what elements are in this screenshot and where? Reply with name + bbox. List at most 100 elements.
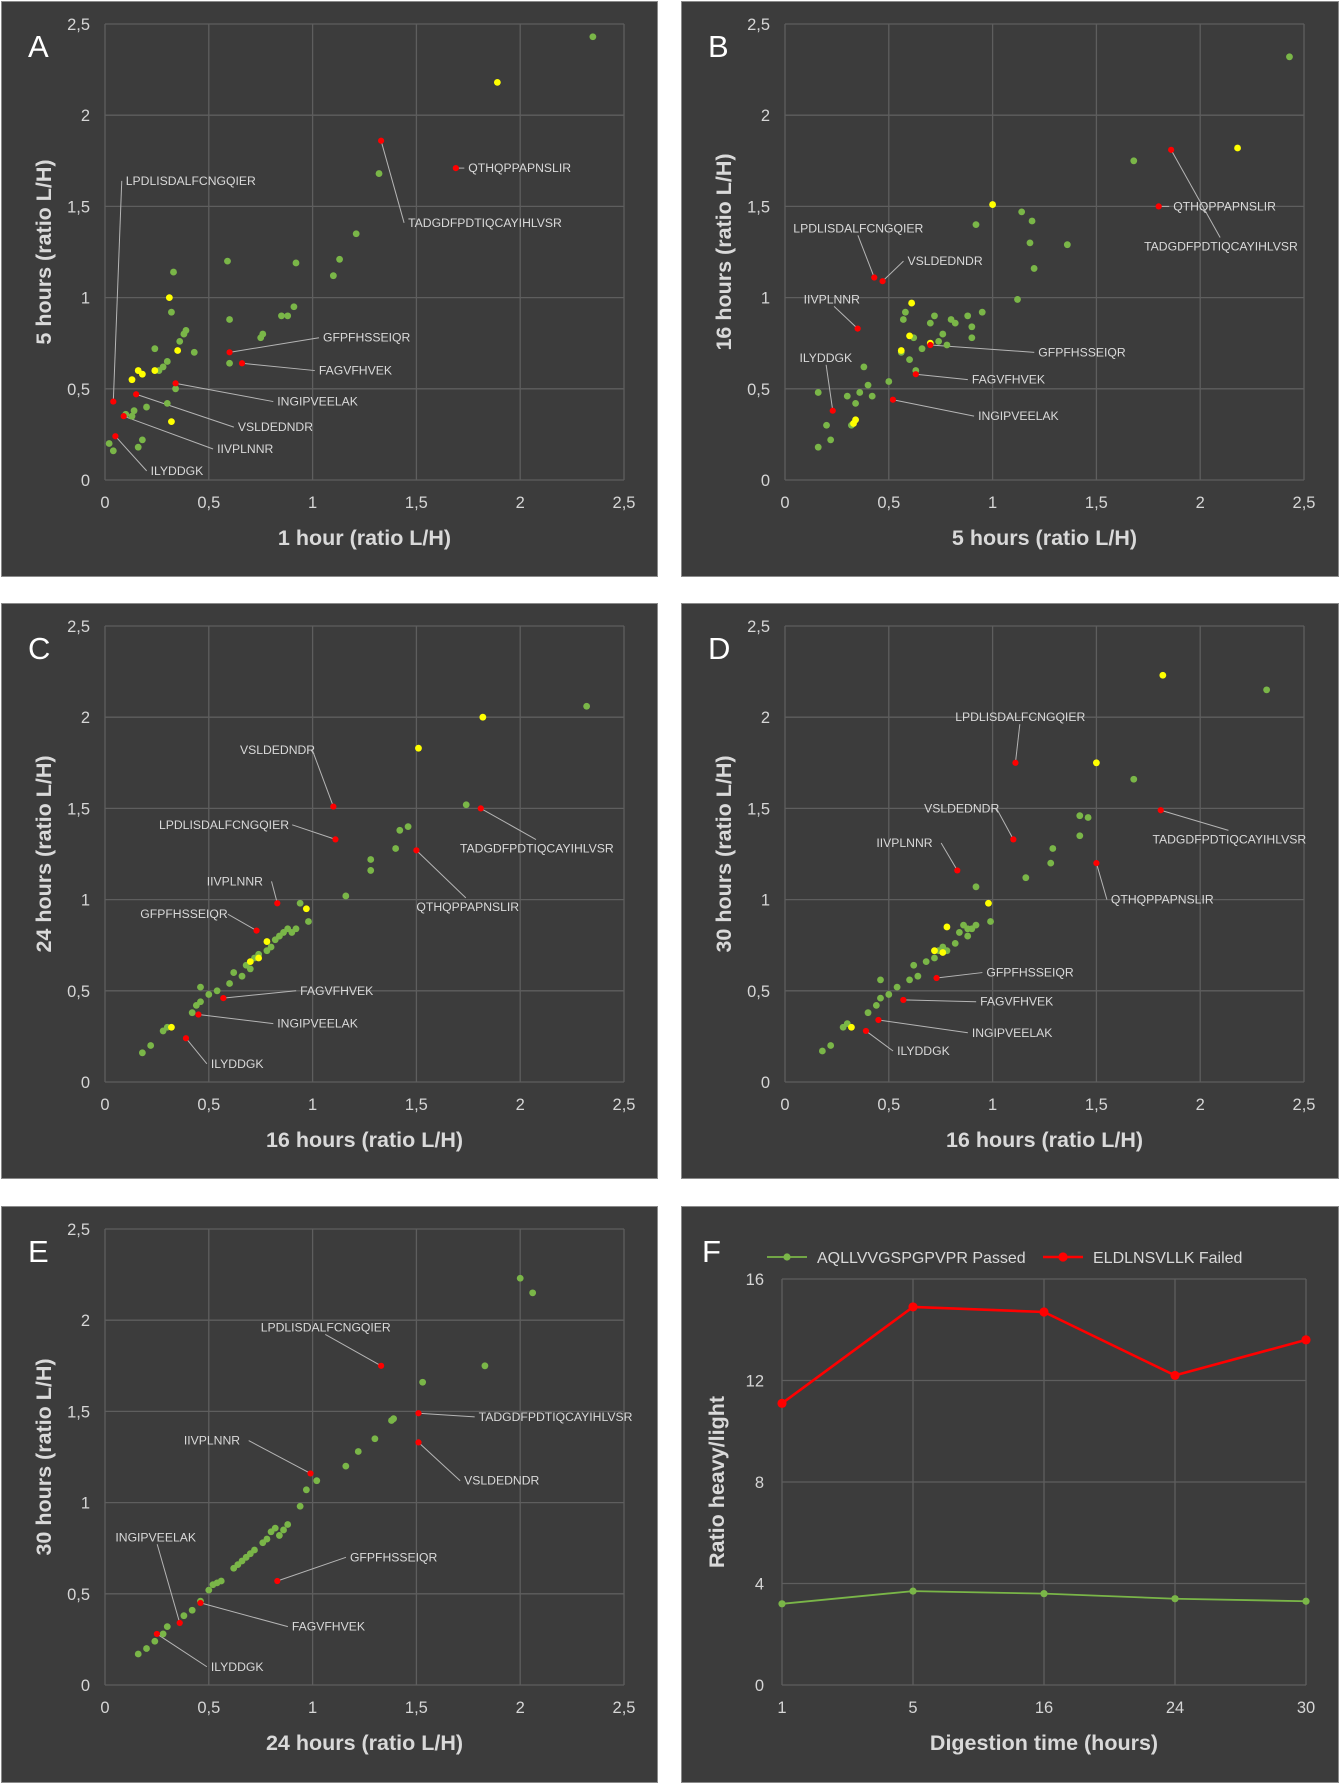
data-point-green bbox=[419, 1378, 427, 1386]
y-axis-title: 30 hours (ratio L/H) bbox=[32, 1358, 56, 1555]
data-point-green bbox=[931, 312, 938, 320]
data-point-green bbox=[902, 308, 909, 316]
data-point-green bbox=[885, 991, 893, 998]
annotation-label: VSLDEDNDR bbox=[907, 254, 982, 268]
x-tick-label: 0,5 bbox=[877, 1096, 900, 1114]
annotation-label: ILYDDGK bbox=[800, 351, 853, 365]
data-point-green bbox=[1030, 265, 1038, 272]
data-point-green bbox=[188, 1009, 196, 1017]
data-point-green bbox=[1130, 157, 1138, 165]
data-point-red bbox=[854, 325, 861, 332]
data-point-red bbox=[378, 1362, 385, 1369]
x-axis-title: 16 hours (ratio L/H) bbox=[946, 1128, 1143, 1152]
x-tick-label: 0 bbox=[100, 1096, 109, 1114]
annotation-leader-line bbox=[311, 749, 334, 807]
data-point-green bbox=[128, 412, 136, 420]
data-point-red bbox=[900, 996, 907, 1004]
annotation-leader-line bbox=[833, 306, 859, 329]
panel-e: 0 0,5 1 1,5 2 2,5 0 0,5 1 1,5 2 2,5 E 24 hours (ratio… bbox=[1, 1206, 658, 1783]
data-point-red bbox=[1093, 860, 1100, 867]
annotation-label: TADGDFPDTIQCAYIHLVSR bbox=[460, 842, 614, 856]
legend-marker bbox=[1058, 1252, 1068, 1262]
data-point-red bbox=[889, 396, 897, 403]
annotation-label: IIVPLNNR bbox=[184, 1434, 240, 1448]
data-point-green bbox=[852, 399, 859, 407]
x-tick-label: 16 bbox=[1035, 1699, 1053, 1717]
data-point-green bbox=[313, 1477, 321, 1485]
data-point-green bbox=[342, 892, 350, 900]
data-point-green bbox=[296, 1502, 304, 1510]
data-point-green bbox=[968, 323, 976, 331]
annotation-leader-line bbox=[1095, 862, 1108, 900]
scatter-chart-a: 0 0,5 1 1,5 2 2,5 0 0,5 1 1,5 2 2,5 A 1 hour (ratio L… bbox=[28, 16, 635, 550]
annotation-leader-line bbox=[156, 1633, 208, 1668]
x-tick-label: 1 bbox=[308, 1096, 317, 1114]
annotation-leader-line bbox=[277, 1556, 347, 1582]
data-point-green bbox=[134, 1650, 142, 1658]
annotation-label: FAGVFHVEK bbox=[319, 364, 392, 378]
data-point-green bbox=[367, 867, 375, 874]
data-point-green bbox=[271, 1524, 279, 1532]
annotation-leader-line bbox=[227, 913, 257, 932]
series-point bbox=[908, 1302, 918, 1312]
x-tick-label: 0,5 bbox=[877, 494, 900, 512]
annotation-leader-line bbox=[865, 1030, 894, 1052]
data-point-green bbox=[931, 954, 938, 962]
data-point-green bbox=[1028, 217, 1036, 225]
data-point-green bbox=[143, 1645, 150, 1652]
data-point-yellow bbox=[168, 1023, 175, 1031]
annotation-label: ILYDDGK bbox=[211, 1057, 264, 1071]
data-point-yellow bbox=[479, 713, 487, 721]
series-point bbox=[778, 1600, 786, 1608]
y-tick-label: 0,5 bbox=[747, 983, 770, 1001]
x-tick-label: 1,5 bbox=[1085, 494, 1108, 512]
data-point-green bbox=[151, 345, 159, 353]
x-tick-label: 1 bbox=[988, 494, 997, 512]
data-point-red bbox=[415, 1410, 422, 1417]
x-tick-label: 1,5 bbox=[405, 494, 428, 512]
x-tick-label: 0,5 bbox=[197, 1096, 220, 1114]
data-point-green bbox=[226, 980, 233, 987]
data-point-yellow bbox=[493, 78, 501, 86]
data-point-green bbox=[1084, 814, 1092, 821]
annotation-leader-line bbox=[175, 382, 274, 403]
y-tick-label: 8 bbox=[755, 1474, 764, 1492]
data-point-green bbox=[292, 259, 300, 267]
x-axis-title: 5 hours (ratio L/H) bbox=[952, 526, 1137, 550]
data-point-green bbox=[1286, 53, 1293, 61]
data-point-green bbox=[230, 969, 238, 976]
data-point-yellow bbox=[151, 367, 159, 374]
data-point-green bbox=[390, 1415, 397, 1423]
data-point-green bbox=[217, 1577, 225, 1585]
y-tick-label: 0,5 bbox=[747, 381, 770, 399]
data-point-yellow bbox=[128, 376, 136, 384]
data-point-green bbox=[284, 1521, 292, 1528]
x-tick-label: 5 bbox=[908, 1699, 917, 1717]
legend-label: AQLLVVGSPGPVPR Passed bbox=[817, 1250, 1026, 1267]
annotation-label: LPDLISDALFCNGQIER bbox=[126, 174, 256, 188]
data-point-green bbox=[163, 399, 171, 407]
data-point-green bbox=[267, 943, 275, 951]
data-point-red bbox=[875, 1016, 882, 1024]
y-axis-title: 30 hours (ratio L/H) bbox=[712, 755, 736, 952]
data-point-green bbox=[205, 991, 213, 998]
data-point-green bbox=[1047, 859, 1055, 867]
data-point-green bbox=[1026, 239, 1034, 247]
data-point-green bbox=[172, 385, 179, 393]
y-tick-label: 0,5 bbox=[67, 381, 90, 399]
data-point-green bbox=[1022, 874, 1030, 882]
annotation-label: LPDLISDALFCNGQIER bbox=[159, 818, 289, 832]
data-point-red bbox=[220, 994, 227, 1002]
annotation-leader-line bbox=[1160, 809, 1229, 831]
data-point-green bbox=[814, 443, 822, 451]
series-point bbox=[1040, 1590, 1048, 1598]
data-point-yellow bbox=[897, 347, 905, 354]
series-point bbox=[1171, 1595, 1179, 1603]
data-point-green bbox=[1263, 686, 1271, 694]
data-point-green bbox=[263, 1535, 271, 1543]
data-point-red bbox=[378, 137, 385, 144]
data-point-green bbox=[280, 1526, 287, 1534]
data-point-green bbox=[290, 303, 298, 311]
annotation-label: TADGDFPDTIQCAYIHLVSR bbox=[479, 1410, 633, 1424]
data-point-green bbox=[529, 1289, 537, 1297]
